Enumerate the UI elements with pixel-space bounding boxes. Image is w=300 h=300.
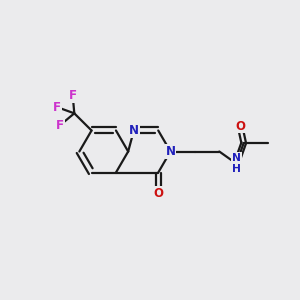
Text: N: N	[129, 124, 139, 137]
Text: F: F	[69, 89, 77, 102]
Text: F: F	[56, 118, 64, 131]
Text: N: N	[166, 145, 176, 158]
Text: O: O	[153, 187, 163, 200]
Text: N
H: N H	[232, 153, 241, 174]
Text: F: F	[53, 100, 61, 114]
Text: O: O	[235, 119, 245, 133]
